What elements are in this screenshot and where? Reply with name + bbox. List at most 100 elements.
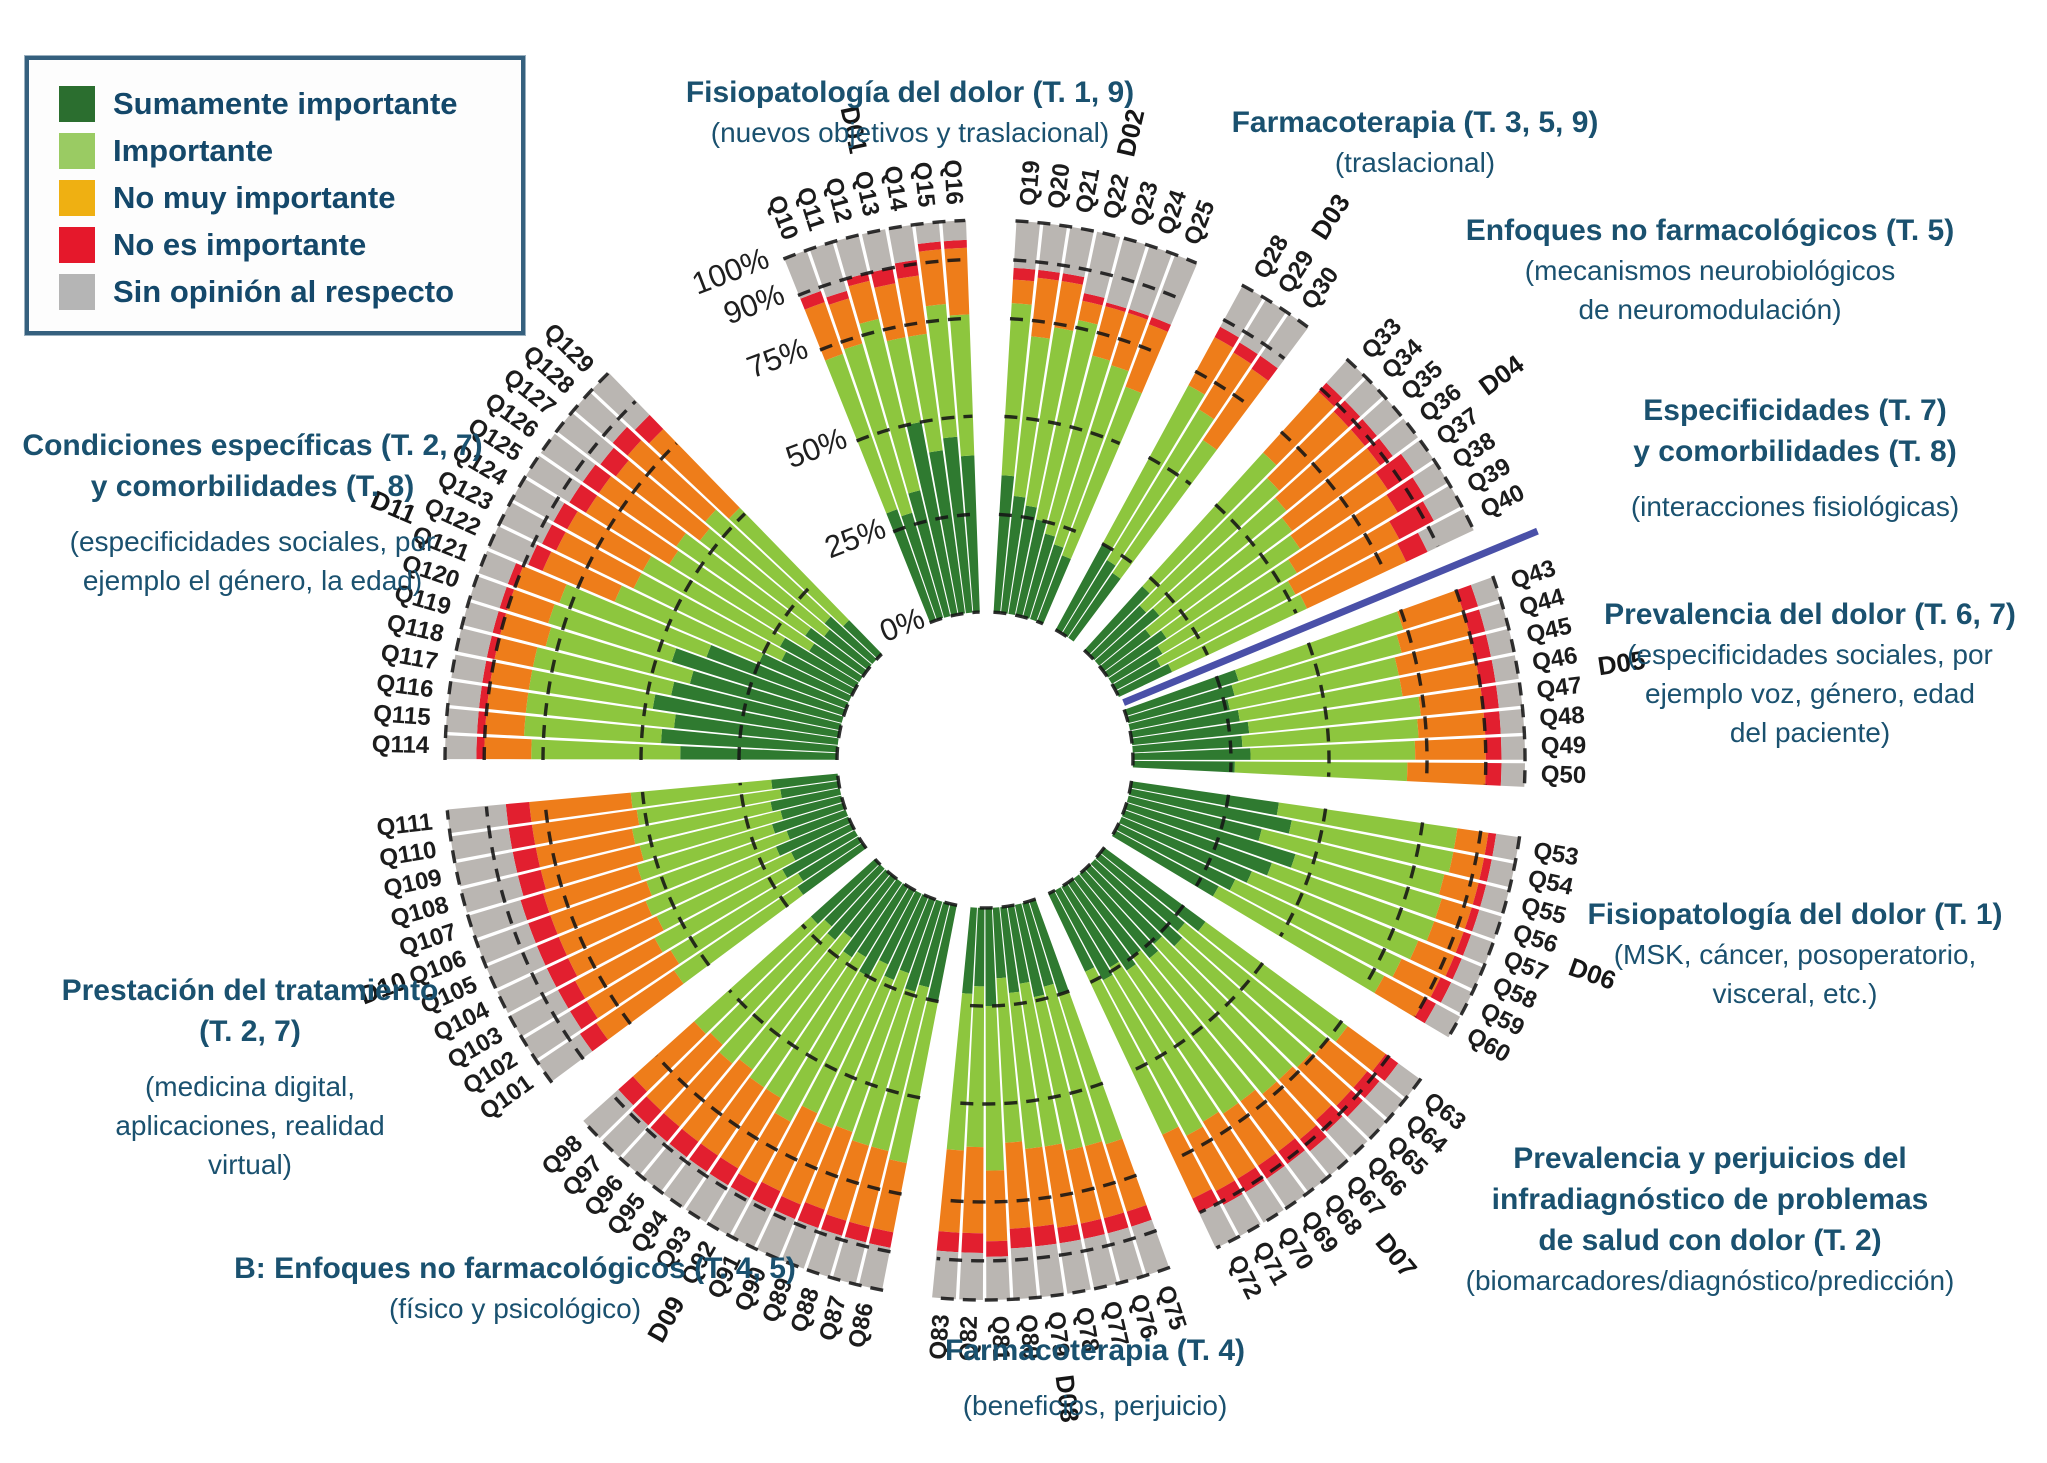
bar-segment-Q105	[645, 846, 780, 916]
bar-segment-Q13	[861, 229, 893, 273]
bar-segment-Q76	[1022, 901, 1054, 987]
bar-segment-Q107	[468, 900, 528, 939]
bar-segment-Q54	[1288, 820, 1454, 873]
gridline-50-D09	[728, 989, 921, 1100]
bar-segment-Q120	[507, 589, 555, 624]
bar-segment-Q83	[946, 993, 973, 1151]
bar-label-Q47: Q47	[1535, 672, 1583, 704]
bar-segment-Q90	[816, 975, 894, 1129]
bar-segment-Q106	[476, 923, 536, 964]
bar-segment-Q55	[1472, 882, 1487, 907]
bar-segment-Q58	[1119, 816, 1252, 883]
annotation-line: (nuevos objetivos y traslacional)	[710, 117, 1110, 148]
annotation-line: (medicina digital,	[144, 1071, 356, 1102]
bar-segment-Q98	[810, 858, 880, 925]
bar-segment-Q109	[455, 852, 518, 887]
bar-segment-Q98	[632, 1021, 706, 1092]
bar-segment-Q124	[567, 511, 652, 571]
bar-segment-Q92	[738, 1112, 791, 1184]
bar-segment-Q75	[1126, 1205, 1152, 1227]
annotation-line: (T. 2, 7)	[199, 1015, 301, 1048]
bar-segment-Q38	[1288, 494, 1398, 574]
bar-segment-Q116	[486, 687, 529, 713]
annotation-line: del paciente)	[1729, 717, 1891, 748]
bar-segment-Q96	[621, 1127, 668, 1175]
bar-segment-Q88	[821, 1214, 847, 1236]
bar-segment-Q29	[1198, 352, 1252, 420]
gridline-75-D01	[819, 316, 969, 352]
bar-label-Q83: Q83	[925, 1313, 955, 1360]
bar-segment-Q30	[1112, 440, 1217, 579]
bar-segment-Q56	[1472, 909, 1502, 940]
bar-segment-Q28	[1188, 337, 1233, 395]
gridline-0-D03	[1054, 628, 1075, 643]
bar-segment-Q77	[1033, 994, 1083, 1151]
bar-segment-Q53	[1492, 833, 1520, 861]
bar-segment-Q23	[1106, 238, 1147, 309]
bar-segment-Q109	[512, 847, 540, 873]
bar-segment-Q60	[1374, 975, 1426, 1018]
bar-segment-Q94	[663, 1159, 707, 1208]
legend-label: Sin opinión al respecto	[113, 273, 455, 309]
bar-segment-Q118	[456, 628, 492, 658]
bar-segment-Q102	[523, 1011, 582, 1060]
bar-segment-Q116	[674, 714, 839, 745]
bar-segment-Q106	[786, 809, 848, 840]
bar-segment-Q70	[1202, 1111, 1256, 1179]
bar-segment-Q56	[1464, 907, 1480, 932]
bar-segment-Q45	[1227, 657, 1399, 710]
bar-segment-Q57	[1267, 862, 1435, 941]
gridline-50-D03	[1147, 455, 1192, 486]
bar-segment-Q122	[758, 653, 852, 702]
bar-segment-Q15	[915, 222, 941, 244]
bar-segment-Q81	[986, 1170, 1008, 1242]
annotation-line: Enfoques no farmacológicos (T. 5)	[1465, 214, 1955, 247]
legend-label: Sumamente importante	[113, 85, 458, 121]
bar-segment-Q50	[1234, 761, 1408, 782]
bar-segment-Q70	[1245, 1180, 1284, 1223]
bar-segment-Q10	[800, 291, 825, 310]
bar-segment-Q15	[925, 304, 958, 439]
legend-label: No es importante	[113, 226, 367, 262]
annotation-line: (especificidades sociales, por	[1627, 639, 1993, 670]
bar-segment-Q89	[805, 1125, 853, 1210]
bar-segment-Q65	[1174, 937, 1311, 1068]
bar-segment-Q12	[848, 280, 879, 324]
sector-divider-line	[1122, 527, 1539, 706]
bar-segment-Q95	[681, 1059, 753, 1142]
annotation-line: Fisiopatología del dolor (T. 1, 9)	[685, 76, 1135, 109]
bar-segment-Q76	[1107, 1227, 1144, 1283]
annotation-prevalencia-dolor-t6-7: Prevalencia del dolor (T. 6, 7) (especifi…	[1570, 594, 2047, 752]
bar-segment-Q11	[809, 242, 847, 298]
bar-segment-Q60	[1212, 886, 1385, 993]
bar-segment-Q65	[1347, 1100, 1387, 1139]
bar-segment-Q76	[1085, 1141, 1124, 1219]
bar-segment-Q69	[1266, 1165, 1306, 1208]
bar-segment-Q64	[1315, 1039, 1368, 1088]
bar-segment-Q53	[1130, 781, 1279, 816]
bar-segment-Q110	[508, 824, 536, 849]
annotation-line: ejemplo el género, la edad)	[82, 565, 423, 596]
bar-segment-Q66	[1085, 864, 1162, 944]
bar-segment-Q110	[780, 781, 840, 799]
bar-segment-Q50	[1132, 760, 1235, 773]
bar-segment-Q125	[526, 455, 581, 503]
bar-segment-Q81	[985, 1005, 1005, 1171]
gridline-75-D11	[541, 442, 678, 761]
bar-segment-Q81	[986, 1240, 1009, 1257]
bar-segment-Q71	[1103, 974, 1203, 1136]
bar-segment-Q80	[992, 907, 1007, 979]
domain-label-D08: D08	[1050, 1373, 1086, 1424]
bar-segment-Q129	[843, 620, 882, 659]
bar-segment-Q111	[529, 792, 633, 822]
bar-segment-Q16	[943, 239, 967, 249]
bar-segment-Q49	[1250, 740, 1416, 760]
bar-segment-Q38	[1386, 477, 1425, 513]
bar-segment-Q121	[559, 584, 712, 658]
bar-segment-Q91	[761, 1105, 818, 1192]
bar-segment-Q95	[739, 931, 852, 1070]
bar-segment-Q68	[1287, 1150, 1328, 1193]
gridline-100-D06	[1447, 836, 1522, 1038]
